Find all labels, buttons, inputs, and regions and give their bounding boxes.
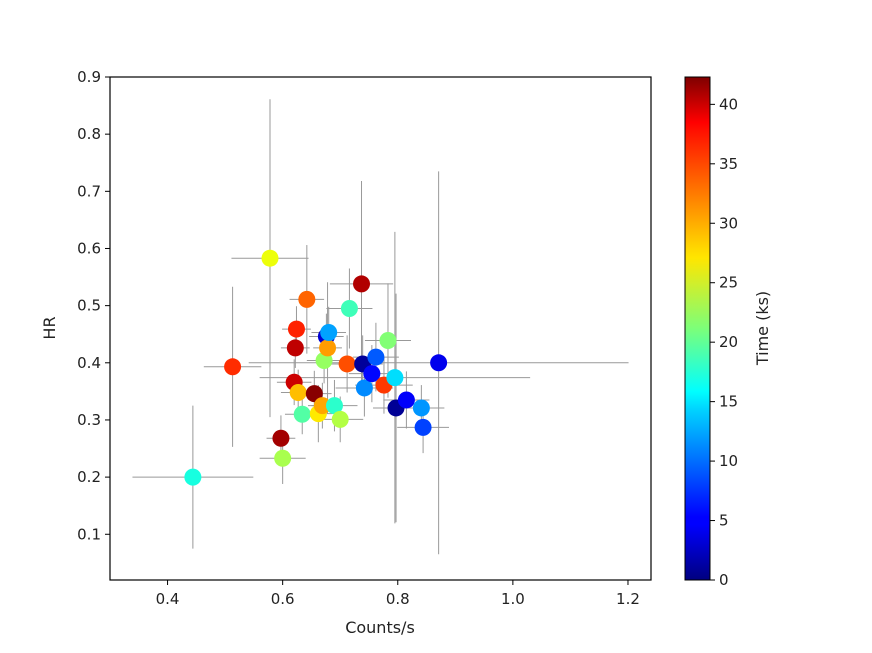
x-axis-label: Counts/s — [345, 618, 415, 637]
data-point — [289, 384, 307, 402]
data-point — [355, 379, 373, 397]
data-point — [363, 365, 381, 383]
error-bars — [132, 99, 629, 555]
y-tick-label: 0.1 — [77, 525, 101, 543]
colorbar-tick-label: 15 — [719, 393, 738, 411]
colorbar — [684, 76, 711, 581]
colorbar-tick-label: 0 — [719, 571, 729, 589]
data-point — [340, 299, 358, 317]
colorbar-label: Time (ks) — [753, 291, 772, 366]
colorbar-tick-label: 40 — [719, 95, 738, 113]
y-tick-label: 0.8 — [77, 125, 101, 143]
x-tick-label: 1.2 — [616, 590, 640, 608]
data-point — [325, 397, 343, 415]
data-point — [386, 369, 404, 387]
y-tick-label: 0.6 — [77, 239, 101, 257]
data-point — [261, 249, 279, 267]
colorbar-ticks: 0 5 10 15 20 25 30 35 40 — [710, 95, 738, 589]
colorbar-tick-label: 20 — [719, 333, 738, 351]
colorbar-tick-label: 30 — [719, 214, 738, 232]
y-axis-ticks: 0.1 0.2 0.3 0.4 0.5 0.6 0.7 0.8 0.9 — [77, 68, 110, 543]
colorbar-tick-label: 5 — [719, 512, 729, 530]
x-tick-label: 0.6 — [271, 590, 295, 608]
data-point — [367, 348, 385, 366]
data-points — [184, 249, 448, 486]
x-tick-label: 0.8 — [386, 590, 410, 608]
data-point — [224, 358, 242, 376]
colorbar-tick-label: 10 — [719, 452, 738, 470]
data-point — [412, 399, 430, 417]
data-point — [184, 468, 202, 486]
data-point — [379, 332, 397, 350]
data-point — [331, 410, 349, 428]
data-point — [319, 339, 337, 357]
plot-frame — [109, 76, 652, 581]
data-point — [353, 275, 371, 293]
x-tick-label: 1.0 — [501, 590, 525, 608]
data-point — [313, 397, 331, 415]
y-tick-label: 0.3 — [77, 411, 101, 429]
x-axis-ticks: 0.4 0.6 0.8 1.0 1.2 — [156, 580, 640, 608]
data-point — [286, 339, 304, 357]
colorbar-tick-label: 35 — [719, 155, 738, 173]
data-point — [305, 385, 323, 403]
data-point — [293, 405, 311, 423]
y-tick-label: 0.7 — [77, 182, 101, 200]
data-point — [397, 391, 415, 409]
data-point — [430, 354, 448, 372]
x-tick-label: 0.4 — [156, 590, 180, 608]
data-point — [272, 429, 290, 447]
data-point — [298, 290, 316, 308]
y-tick-label: 0.4 — [77, 354, 101, 372]
y-tick-label: 0.2 — [77, 468, 101, 486]
data-point — [414, 418, 432, 436]
y-tick-label: 0.5 — [77, 297, 101, 315]
colorbar-tick-label: 25 — [719, 274, 738, 292]
data-point — [274, 449, 292, 467]
data-point — [287, 320, 305, 338]
y-axis-label: HR — [40, 316, 59, 339]
y-tick-label: 0.9 — [77, 68, 101, 86]
data-point — [320, 324, 338, 342]
data-point — [338, 355, 356, 373]
